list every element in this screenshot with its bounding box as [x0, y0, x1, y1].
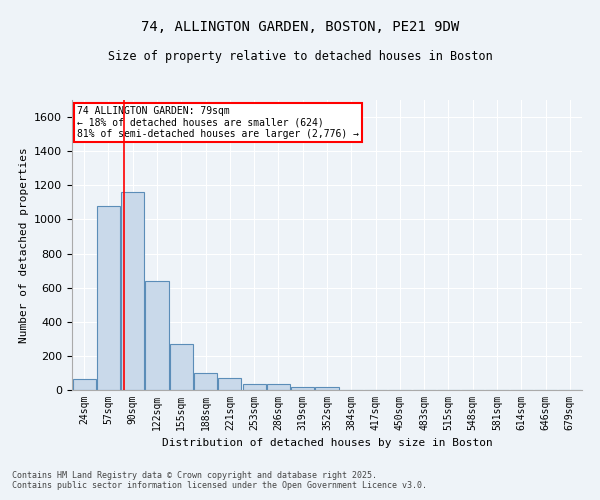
- Bar: [97, 206, 120, 390]
- Bar: [145, 281, 169, 390]
- Bar: [73, 379, 95, 390]
- Text: Size of property relative to detached houses in Boston: Size of property relative to detached ho…: [107, 50, 493, 63]
- Y-axis label: Number of detached properties: Number of detached properties: [19, 147, 29, 343]
- Bar: [121, 192, 144, 390]
- Bar: [194, 373, 217, 390]
- Text: 74 ALLINGTON GARDEN: 79sqm
← 18% of detached houses are smaller (624)
81% of sem: 74 ALLINGTON GARDEN: 79sqm ← 18% of deta…: [77, 106, 359, 139]
- Bar: [291, 386, 314, 390]
- Bar: [316, 388, 338, 390]
- Bar: [267, 384, 290, 390]
- Bar: [218, 378, 241, 390]
- Bar: [242, 384, 266, 390]
- Bar: [170, 344, 193, 390]
- Text: 74, ALLINGTON GARDEN, BOSTON, PE21 9DW: 74, ALLINGTON GARDEN, BOSTON, PE21 9DW: [141, 20, 459, 34]
- Text: Contains HM Land Registry data © Crown copyright and database right 2025.
Contai: Contains HM Land Registry data © Crown c…: [12, 470, 427, 490]
- X-axis label: Distribution of detached houses by size in Boston: Distribution of detached houses by size …: [161, 438, 493, 448]
